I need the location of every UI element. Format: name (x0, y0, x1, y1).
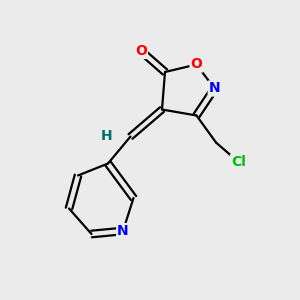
Text: N: N (209, 82, 220, 95)
Text: Cl: Cl (231, 155, 246, 169)
Text: N: N (117, 224, 129, 238)
Text: O: O (190, 58, 202, 71)
Text: H: H (101, 130, 112, 143)
Text: O: O (135, 44, 147, 58)
